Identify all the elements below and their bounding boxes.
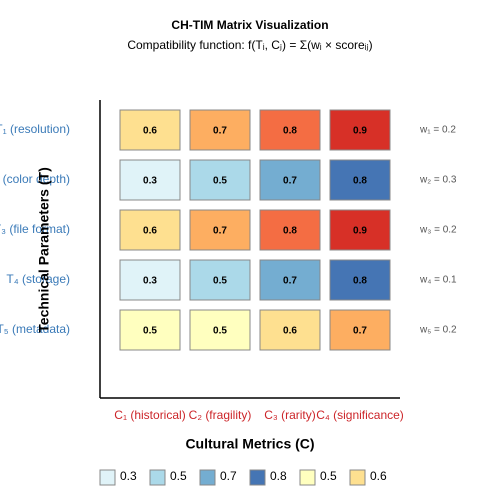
cell	[189, 109, 251, 151]
cell-label: 0.6	[283, 326, 297, 337]
row-label: T₅ (metadata)	[0, 322, 70, 336]
cell	[329, 209, 391, 251]
cell-label: 0.5	[213, 326, 227, 337]
cell-label: 0.3	[143, 176, 157, 187]
legend-label: 0.5	[170, 469, 187, 483]
x-tick-label: C₁ (historical)	[114, 408, 185, 422]
row-label: T₂ (color depth)	[0, 172, 70, 186]
row-label: T₄ (storage)	[6, 272, 70, 286]
cell	[259, 159, 321, 201]
cell	[189, 159, 251, 201]
weight-label: w₄ = 0.1	[419, 275, 457, 286]
weight-label: w₅ = 0.2	[419, 325, 457, 336]
cell-label: 0.6	[143, 226, 157, 237]
cell	[189, 309, 251, 351]
cell	[119, 159, 181, 201]
cell	[189, 209, 251, 251]
legend-swatch	[349, 469, 366, 486]
cell-label: 0.7	[283, 176, 297, 187]
x-axis-title: Cultural Metrics (C)	[185, 436, 314, 452]
cell-label: 0.5	[143, 326, 157, 337]
cell-label: 0.9	[353, 126, 367, 137]
cell-label: 0.6	[143, 126, 157, 137]
cell	[329, 259, 391, 301]
legend-swatch	[299, 469, 316, 486]
cell-label: 0.3	[143, 276, 157, 287]
weight-label: w₂ = 0.3	[419, 175, 457, 186]
x-tick-label: C₄ (significance)	[316, 408, 404, 422]
y-axis-title: Technical Parameters (T)	[36, 167, 52, 332]
row-label: T₃ (file format)	[0, 222, 70, 236]
legend-swatch	[99, 469, 116, 486]
legend-swatch	[149, 469, 166, 486]
x-tick-label: C₂ (fragility)	[189, 408, 252, 422]
cell-label: 0.8	[283, 226, 297, 237]
legend-label: 0.3	[120, 469, 137, 483]
cell-label: 0.7	[353, 326, 367, 337]
cell-label: 0.8	[353, 276, 367, 287]
cell	[259, 109, 321, 151]
cell	[259, 259, 321, 301]
cell-label: 0.9	[353, 226, 367, 237]
cell	[329, 309, 391, 351]
legend-label: 0.5	[320, 469, 337, 483]
chart-subtitle: Compatibility function: f(Tᵢ, Cⱼ) = Σ(wᵢ…	[127, 38, 372, 52]
cell	[119, 309, 181, 351]
cell	[119, 259, 181, 301]
row-label: T₁ (resolution)	[0, 122, 70, 136]
cell-label: 0.7	[213, 126, 227, 137]
cell	[189, 259, 251, 301]
weight-label: w₃ = 0.2	[419, 225, 457, 236]
legend-label: 0.6	[370, 469, 387, 483]
cell	[259, 309, 321, 351]
cell	[329, 159, 391, 201]
legend-swatch	[249, 469, 266, 486]
legend-label: 0.8	[270, 469, 287, 483]
x-tick-label: C₃ (rarity)	[264, 408, 316, 422]
cell	[119, 109, 181, 151]
cell-label: 0.8	[353, 176, 367, 187]
legend-label: 0.7	[220, 469, 237, 483]
cell-label: 0.7	[283, 276, 297, 287]
cell-label: 0.8	[283, 126, 297, 137]
cell	[259, 209, 321, 251]
cell	[329, 109, 391, 151]
chart-title: CH-TIM Matrix Visualization	[171, 18, 328, 32]
cell-label: 0.7	[213, 226, 227, 237]
cell-label: 0.5	[213, 276, 227, 287]
cell-label: 0.5	[213, 176, 227, 187]
legend-swatch	[199, 469, 216, 486]
weight-label: w₁ = 0.2	[419, 125, 456, 136]
cell	[119, 209, 181, 251]
